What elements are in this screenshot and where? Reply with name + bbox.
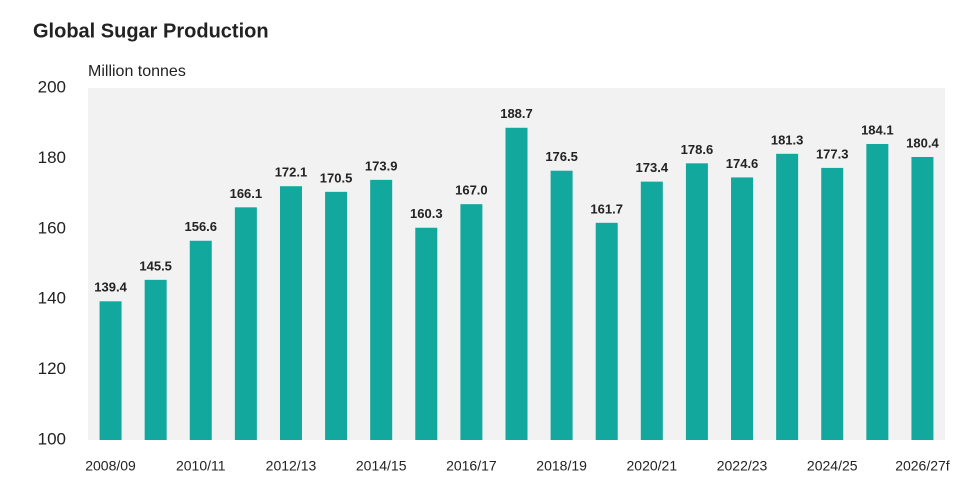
x-tick-label: 2020/21 [627, 458, 678, 474]
bar [776, 153, 799, 440]
x-tick-label: 2024/25 [807, 458, 858, 474]
x-tick-label: 2010/11 [176, 458, 226, 474]
bar [866, 143, 889, 440]
bar [550, 170, 573, 440]
data-label: 172.1 [275, 165, 308, 180]
x-tick-label: 2018/19 [536, 458, 587, 474]
data-label: 167.0 [455, 183, 488, 198]
bar [505, 127, 528, 440]
bar [595, 222, 618, 440]
bar [821, 167, 844, 441]
data-label: 188.7 [500, 106, 533, 121]
bar [189, 240, 212, 440]
data-label: 166.1 [230, 186, 263, 201]
y-axis-label: Million tonnes [88, 63, 186, 80]
bar [460, 204, 483, 440]
data-label: 181.3 [771, 132, 804, 147]
y-tick-label: 100 [38, 429, 66, 448]
data-label: 177.3 [816, 146, 849, 161]
data-label: 173.4 [636, 160, 669, 175]
y-tick-label: 120 [38, 359, 66, 378]
data-label: 145.5 [139, 258, 172, 273]
bar [640, 181, 663, 440]
bar [370, 179, 393, 440]
data-label: 156.6 [184, 219, 217, 234]
bar [325, 191, 348, 440]
bar [415, 227, 438, 440]
data-label: 139.4 [94, 280, 127, 295]
bar [144, 279, 167, 440]
y-tick-label: 140 [38, 289, 66, 308]
x-tick-label: 2012/13 [266, 458, 317, 474]
data-label: 170.5 [320, 170, 353, 185]
bar [234, 207, 257, 440]
data-label: 184.1 [861, 122, 894, 137]
y-tick-label: 160 [38, 218, 66, 237]
data-label: 161.7 [590, 201, 623, 216]
bar [279, 186, 302, 440]
bar [911, 156, 934, 440]
data-label: 173.9 [365, 158, 398, 173]
y-tick-label: 200 [38, 77, 66, 96]
data-label: 178.6 [681, 142, 714, 157]
bar [99, 301, 122, 440]
data-label: 174.6 [726, 156, 759, 171]
x-tick-label: 2014/15 [356, 458, 407, 474]
x-tick-label: 2016/17 [446, 458, 497, 474]
chart-title: Global Sugar Production [33, 20, 269, 42]
bar [731, 177, 754, 440]
data-label: 160.3 [410, 206, 443, 221]
bar [685, 163, 708, 440]
x-tick-label: 2022/23 [717, 458, 768, 474]
x-tick-label: 2026/27f [895, 458, 950, 474]
data-label: 176.5 [545, 149, 578, 164]
x-tick-label: 2008/09 [85, 458, 136, 474]
data-label: 180.4 [906, 135, 939, 150]
y-tick-label: 180 [38, 148, 66, 167]
